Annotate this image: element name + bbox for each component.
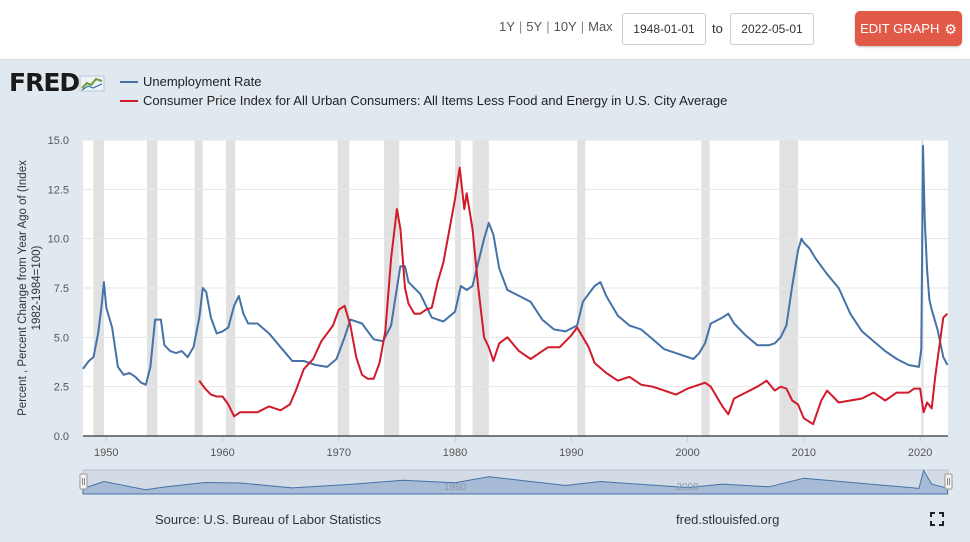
x-tick-label: 2020 bbox=[908, 447, 932, 459]
fred-logo[interactable]: FRED bbox=[9, 68, 105, 97]
y-axis-title-line: Percent , Percent Change from Year Ago o… bbox=[17, 160, 29, 416]
x-tick-label: 1970 bbox=[327, 447, 351, 459]
range-links: 1Y | 5Y | 10Y | Max bbox=[499, 19, 613, 34]
end-date-input[interactable] bbox=[730, 13, 814, 45]
y-tick-label: 2.5 bbox=[54, 382, 69, 394]
range-link-10y[interactable]: 10Y bbox=[553, 19, 577, 34]
y-tick-label: 15.0 bbox=[48, 135, 69, 147]
start-date-input[interactable] bbox=[622, 13, 706, 45]
x-tick-label: 2010 bbox=[792, 447, 816, 459]
series-line-cpi[interactable] bbox=[198, 166, 949, 426]
y-tick-label: 0.0 bbox=[54, 431, 69, 443]
series-line-unemployment[interactable] bbox=[82, 144, 949, 386]
y-tick-label: 12.5 bbox=[48, 184, 69, 196]
chart-trend-icon bbox=[79, 75, 105, 91]
fred-logo-text: FRED bbox=[9, 68, 80, 97]
legend-item-unemployment[interactable]: Unemployment Rate bbox=[120, 72, 727, 91]
navigator-handle-right[interactable] bbox=[944, 473, 953, 490]
x-tick-label: 1960 bbox=[210, 447, 234, 459]
source-credit: Source: U.S. Bureau of Labor Statistics bbox=[155, 512, 382, 527]
date-range-to-label: to bbox=[712, 21, 723, 36]
edit-graph-button[interactable]: EDIT GRAPH ⚙ bbox=[855, 11, 962, 46]
range-separator: | bbox=[518, 19, 523, 34]
y-tick-label: 5.0 bbox=[54, 332, 69, 344]
chart-legend: Unemployment Rate Consumer Price Index f… bbox=[120, 72, 727, 110]
x-tick-label: 1950 bbox=[94, 447, 118, 459]
gear-icon: ⚙ bbox=[944, 20, 957, 37]
range-link-5y[interactable]: 5Y bbox=[526, 19, 543, 34]
top-toolbar: 1Y|5Y|10Y|Max to EDIT GRAPH ⚙ bbox=[0, 0, 970, 60]
range-link-1y[interactable]: 1Y bbox=[499, 19, 515, 34]
legend-swatch-unemployment bbox=[120, 80, 138, 83]
legend-label-cpi: Consumer Price Index for All Urban Consu… bbox=[143, 93, 728, 108]
line-chart[interactable]: 0.0 2.5 5.0 7.5 10.0 12.5 15.0 1950 1960 1970 1980… bbox=[0, 120, 970, 510]
legend-item-cpi[interactable]: Consumer Price Index for All Urban Consu… bbox=[120, 91, 727, 110]
range-separator: | bbox=[546, 19, 550, 34]
legend-swatch-cpi bbox=[120, 99, 138, 102]
navigator-tick-label: 2000 bbox=[676, 482, 699, 493]
y-axis-title-line: 1982-1984=100) bbox=[31, 245, 43, 330]
fullscreen-icon[interactable] bbox=[930, 512, 944, 526]
x-tick-label: 1980 bbox=[443, 447, 467, 459]
edit-graph-label: EDIT GRAPH bbox=[860, 21, 940, 36]
navigator-handle-left[interactable] bbox=[79, 473, 88, 490]
fred-url[interactable]: fred.stlouisfed.org bbox=[676, 512, 780, 527]
y-tick-label: 7.5 bbox=[54, 283, 69, 295]
x-tick-label: 1990 bbox=[559, 447, 583, 459]
range-link-max[interactable]: Max bbox=[588, 19, 613, 34]
y-tick-label: 10.0 bbox=[48, 234, 69, 246]
navigator-series-area bbox=[82, 469, 948, 495]
legend-label-unemployment: Unemployment Rate bbox=[143, 74, 262, 89]
x-tick-label: 2000 bbox=[675, 447, 699, 459]
range-separator: | bbox=[580, 19, 585, 34]
navigator-tick-label: 1980 bbox=[444, 482, 467, 493]
